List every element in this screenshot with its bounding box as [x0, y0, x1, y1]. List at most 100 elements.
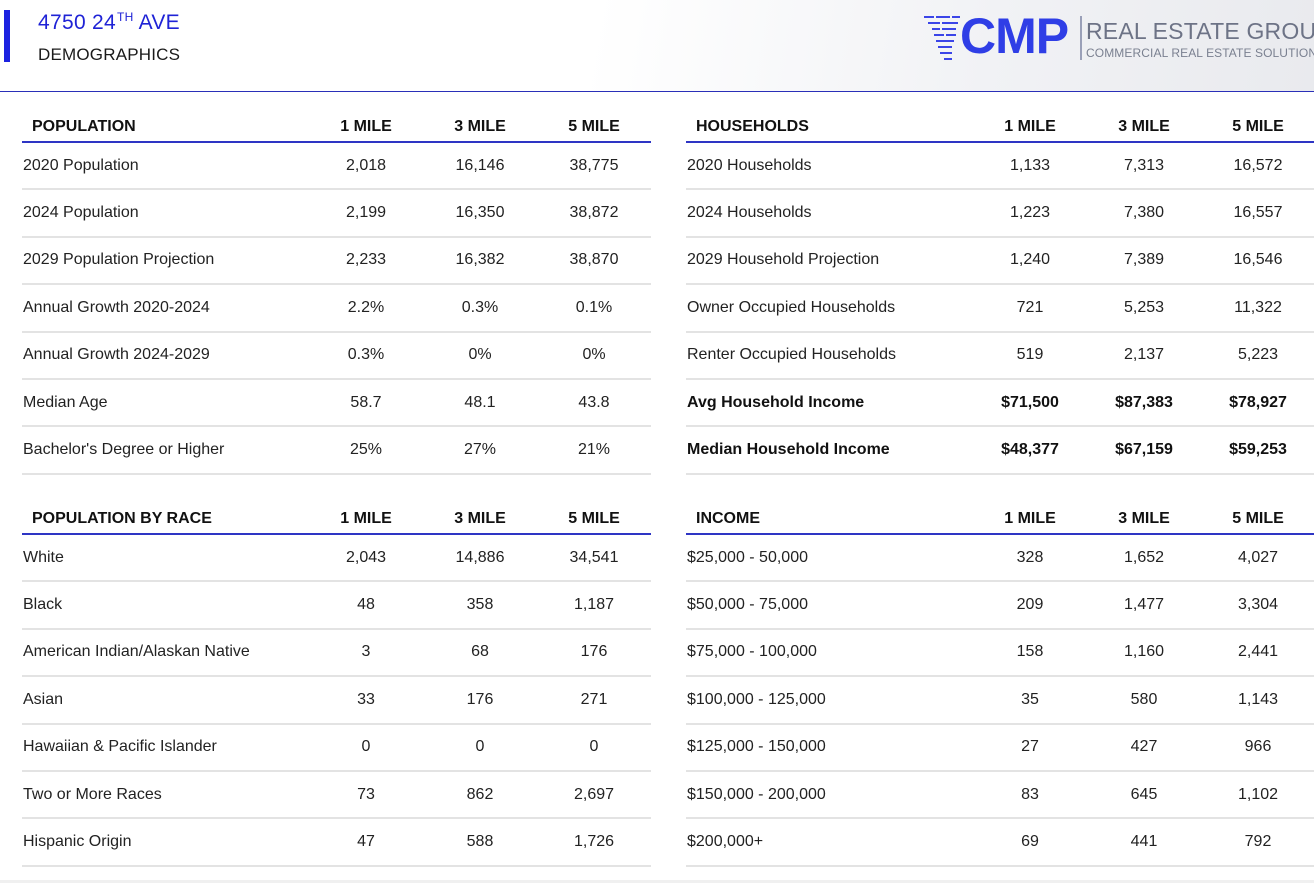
row-value: 3,304	[1201, 581, 1314, 630]
row-value: 5,253	[1087, 284, 1201, 333]
logo-tagline: COMMERCIAL REAL ESTATE SOLUTIONS	[1086, 46, 1314, 60]
row-value: 328	[973, 534, 1087, 583]
row-value: 3	[309, 628, 423, 678]
row-value: 441	[1087, 818, 1201, 867]
row-value: 966	[1201, 723, 1314, 772]
row-label: 2020 Population	[22, 142, 309, 191]
row-value: 2,233	[309, 236, 423, 286]
row-label: 2024 Households	[686, 189, 973, 238]
row-label: Annual Growth 2020-2024	[22, 284, 309, 333]
column-header: 3 MILE	[423, 113, 537, 143]
column-header: 5 MILE	[537, 505, 651, 535]
row-value: 862	[423, 770, 537, 820]
row-label: $25,000 - 50,000	[686, 534, 973, 583]
row-value: 1,160	[1087, 628, 1201, 678]
table-row: Annual Growth 2020-2024 2.2% 0.3% 0.1%	[22, 284, 651, 333]
column-header: 1 MILE	[309, 505, 423, 535]
row-label: Annual Growth 2024-2029	[22, 331, 309, 380]
logo-mark-icon	[924, 16, 960, 60]
property-address: 4750 24TH AVE	[38, 10, 180, 34]
row-value: 47	[309, 818, 423, 867]
row-value: 48.1	[423, 378, 537, 428]
row-value: 209	[973, 581, 1087, 630]
logo-company-name: REAL ESTATE GROUP	[1086, 18, 1314, 44]
table-row: Median Household Income $48,377 $67,159 $59…	[686, 426, 1314, 475]
column-header: 3 MILE	[1087, 113, 1201, 143]
table-row: Median Age 58.7 48.1 43.8	[22, 378, 651, 428]
company-logo: CMP REAL ESTATE GROUP COMMERCIAL REAL ES…	[922, 8, 1314, 64]
column-header: 5 MILE	[537, 113, 651, 143]
row-label: Avg Household Income	[686, 378, 973, 428]
table-row: Hawaiian & Pacific Islander 0 0 0	[22, 723, 651, 772]
row-value: 34,541	[537, 534, 651, 583]
row-value: 0%	[423, 331, 537, 380]
row-value: 519	[973, 331, 1087, 380]
table-row: 2020 Population 2,018 16,146 38,775	[22, 142, 651, 191]
row-label: $125,000 - 150,000	[686, 723, 973, 772]
footer-line	[0, 880, 1314, 883]
row-value: 427	[1087, 723, 1201, 772]
row-label: White	[22, 534, 309, 583]
row-label: American Indian/Alaskan Native	[22, 628, 309, 678]
row-value: 792	[1201, 818, 1314, 867]
row-value: 1,726	[537, 818, 651, 867]
table-header-row: INCOME 1 MILE 3 MILE 5 MILE	[686, 505, 1314, 535]
table-row: Owner Occupied Households 721 5,253 11,322	[686, 284, 1314, 333]
row-label: Hispanic Origin	[22, 818, 309, 867]
column-header: 5 MILE	[1201, 113, 1314, 143]
row-value: 35	[973, 676, 1087, 725]
table-title: INCOME	[686, 505, 973, 535]
table-row: 2029 Household Projection 1,240 7,389 16,54…	[686, 236, 1314, 286]
table-header-row: HOUSEHOLDS 1 MILE 3 MILE 5 MILE	[686, 113, 1314, 143]
row-value: 25%	[309, 426, 423, 475]
row-label: Asian	[22, 676, 309, 725]
table-title: POPULATION BY RACE	[22, 505, 309, 535]
row-value: 83	[973, 770, 1087, 820]
row-label: 2024 Population	[22, 189, 309, 238]
row-value: 58.7	[309, 378, 423, 428]
row-value: 1,652	[1087, 534, 1201, 583]
row-value: 16,546	[1201, 236, 1314, 286]
row-value: 1,133	[973, 142, 1087, 191]
column-header: 1 MILE	[973, 113, 1087, 143]
column-header: 5 MILE	[1201, 505, 1314, 535]
row-value: 1,143	[1201, 676, 1314, 725]
row-value: 645	[1087, 770, 1201, 820]
row-value: 33	[309, 676, 423, 725]
row-label: Two or More Races	[22, 770, 309, 820]
row-value: 1,477	[1087, 581, 1201, 630]
row-value: 38,870	[537, 236, 651, 286]
row-value: 2,137	[1087, 331, 1201, 380]
row-value: 2,199	[309, 189, 423, 238]
table-row: $200,000+ 69 441 792	[686, 818, 1314, 867]
row-value: 2.2%	[309, 284, 423, 333]
row-value: 73	[309, 770, 423, 820]
table-row: Two or More Races 73 862 2,697	[22, 770, 651, 820]
row-value: 43.8	[537, 378, 651, 428]
row-value: 2,441	[1201, 628, 1314, 678]
row-label: Hawaiian & Pacific Islander	[22, 723, 309, 772]
row-value: 271	[537, 676, 651, 725]
row-value: 38,775	[537, 142, 651, 191]
page-header: 4750 24TH AVE DEMOGRAPHICS CMP REAL ESTA…	[0, 0, 1314, 92]
row-value: 0.3%	[309, 331, 423, 380]
table-row: $50,000 - 75,000 209 1,477 3,304	[686, 581, 1314, 630]
row-value: 2,697	[537, 770, 651, 820]
row-value: 16,557	[1201, 189, 1314, 238]
table-row: $100,000 - 125,000 35 580 1,143	[686, 676, 1314, 725]
table-row: $75,000 - 100,000 158 1,160 2,441	[686, 628, 1314, 678]
row-label: 2029 Population Projection	[22, 236, 309, 286]
row-label: 2029 Household Projection	[686, 236, 973, 286]
column-header: 1 MILE	[973, 505, 1087, 535]
row-label: Black	[22, 581, 309, 630]
population-by-race-table: POPULATION BY RACE 1 MILE 3 MILE 5 MILE Whit…	[22, 505, 651, 867]
row-value: 5,223	[1201, 331, 1314, 380]
logo-brand: CMP	[960, 8, 1069, 64]
table-row: 2029 Population Projection 2,233 16,382 38,…	[22, 236, 651, 286]
table-row: 2024 Population 2,199 16,350 38,872	[22, 189, 651, 238]
column-header: 1 MILE	[309, 113, 423, 143]
row-value: $78,927	[1201, 378, 1314, 428]
row-label: Median Household Income	[686, 426, 973, 475]
row-value: 68	[423, 628, 537, 678]
row-value: $87,383	[1087, 378, 1201, 428]
